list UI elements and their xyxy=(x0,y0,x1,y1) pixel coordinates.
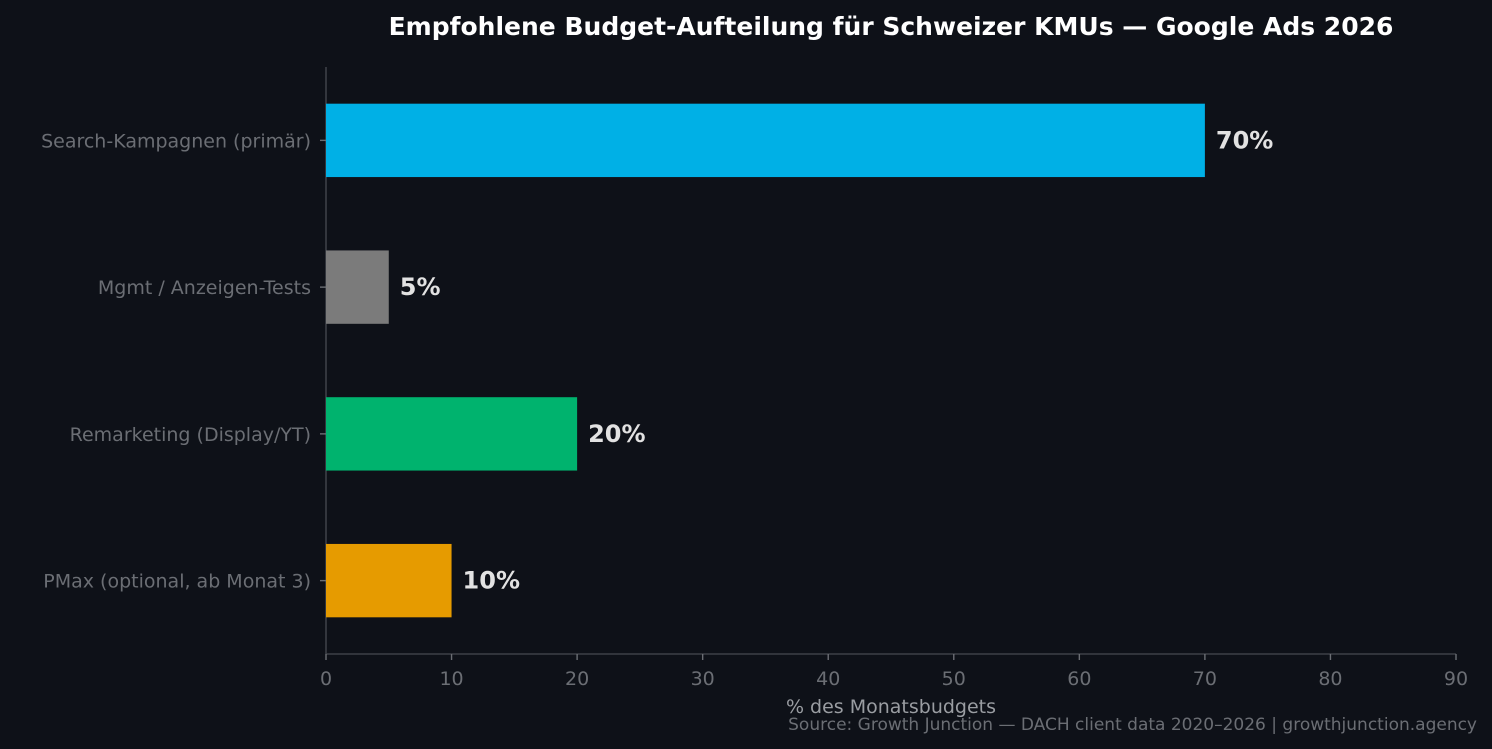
category-label: Mgmt / Anzeigen-Tests xyxy=(98,277,311,299)
plot-area: 0 10 20 30 40 50 60 70 80 90 Search-Kampagnen (pri… xyxy=(41,67,1468,690)
data-label: 5% xyxy=(400,273,441,301)
data-label: 20% xyxy=(588,420,645,448)
x-tick-label: 80 xyxy=(1318,668,1342,690)
category-label: Remarketing (Display/YT) xyxy=(70,424,311,446)
category-label: PMax (optional, ab Monat 3) xyxy=(43,571,311,593)
bar xyxy=(326,250,389,324)
chart-title: Empfohlene Budget-Aufteilung für Schweiz… xyxy=(389,12,1394,41)
x-tick-label: 0 xyxy=(320,668,332,690)
source-note: Source: Growth Junction — DACH client da… xyxy=(788,715,1477,735)
data-label: 70% xyxy=(1216,126,1273,154)
x-tick-label: 90 xyxy=(1444,668,1468,690)
bar xyxy=(326,543,452,618)
x-tick-label: 20 xyxy=(565,668,589,690)
x-tick-label: 60 xyxy=(1067,668,1091,690)
x-tick-label: 40 xyxy=(816,668,840,690)
x-tick-label: 10 xyxy=(439,668,463,690)
x-axis-label: % des Monatsbudgets xyxy=(786,696,996,718)
data-label: 10% xyxy=(463,567,520,595)
x-tick-label: 30 xyxy=(691,668,715,690)
bar xyxy=(326,397,578,471)
category-label: Search-Kampagnen (primär) xyxy=(41,130,311,152)
x-tick-label: 50 xyxy=(942,668,966,690)
x-tick-label: 70 xyxy=(1193,668,1217,690)
bar xyxy=(326,103,1205,178)
